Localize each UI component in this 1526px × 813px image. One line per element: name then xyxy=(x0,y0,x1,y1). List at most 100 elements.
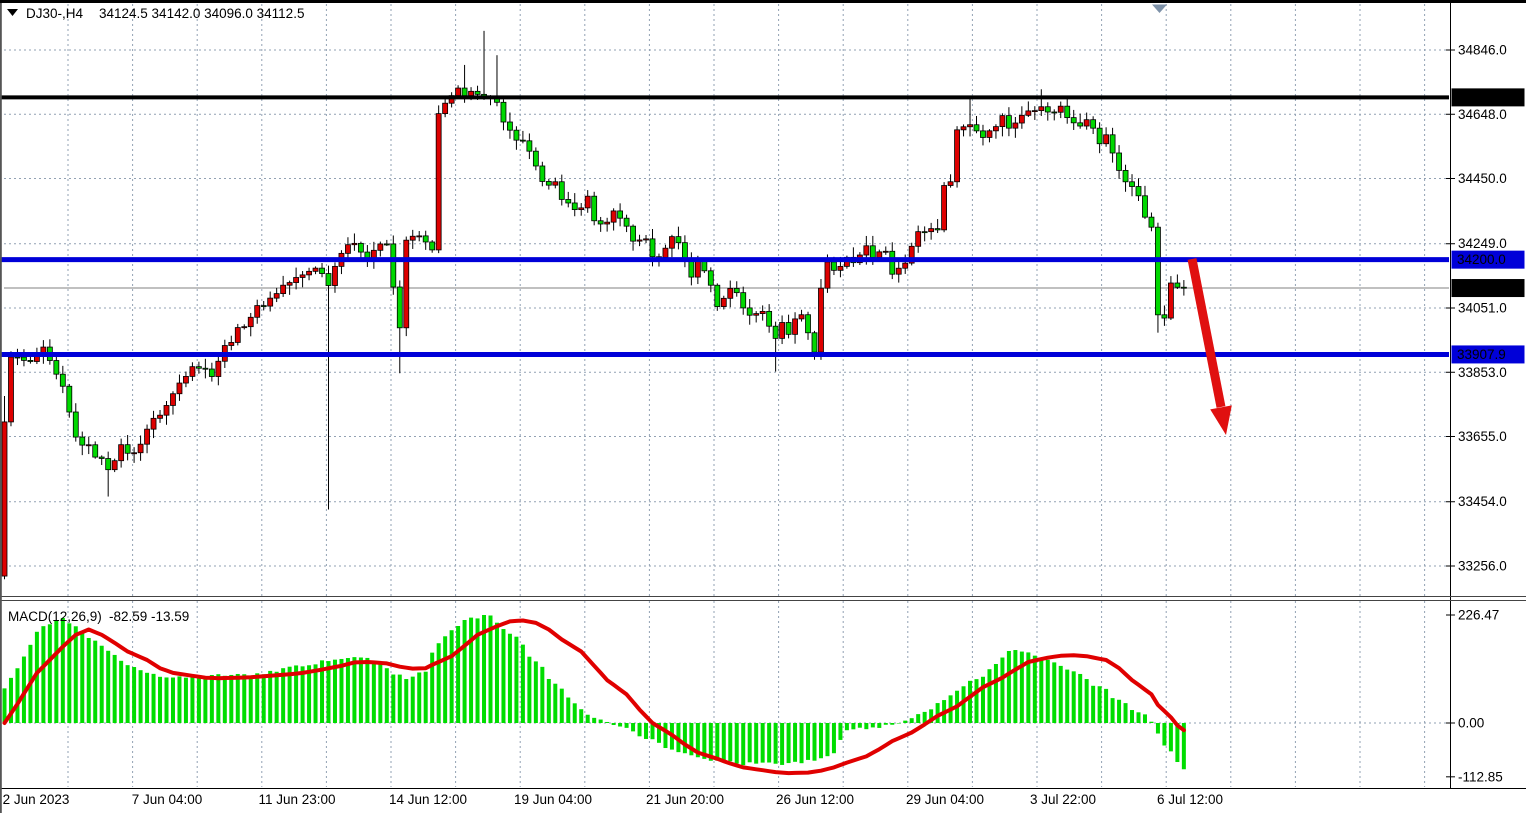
macd-histogram-bar xyxy=(183,677,188,723)
bear-candle-body xyxy=(520,139,526,142)
axes-layer[interactable]: 34846.0 34648.0 34450.0 34249.0 34051.0 33853… xyxy=(0,3,1526,807)
macd-histogram-bar xyxy=(812,723,817,761)
bull-candle-body xyxy=(293,277,300,283)
macd-histogram-bar xyxy=(462,619,467,723)
macd-histogram-bar xyxy=(585,714,590,723)
bear-candle-body xyxy=(772,325,779,339)
macd-histogram-bar xyxy=(391,674,396,723)
macd-histogram-bar xyxy=(1026,652,1031,723)
macd-histogram-bar xyxy=(1117,699,1122,723)
bull-candle-body xyxy=(435,113,442,251)
macd-histogram-bar xyxy=(307,665,312,723)
bear-candle-body xyxy=(921,231,928,234)
bull-candle-body xyxy=(228,342,235,346)
bull-candle-body xyxy=(286,282,293,286)
bull-candle-body xyxy=(403,239,410,329)
bull-candle-body xyxy=(1018,114,1025,124)
bull-candle-body xyxy=(377,243,384,251)
bear-candle-body xyxy=(66,385,73,413)
macd-histogram-bar xyxy=(41,626,46,723)
macd-histogram-bar xyxy=(618,723,623,727)
bear-candle-body xyxy=(675,236,682,244)
price-level-badge-label: 34700.0 xyxy=(1457,90,1506,105)
bear-candle-body xyxy=(500,101,507,123)
bear-candle-body xyxy=(79,436,86,446)
macd-layer xyxy=(2,614,1186,776)
macd-histogram-bar xyxy=(235,673,240,723)
price-level-badge-label: 33907.9 xyxy=(1457,347,1506,362)
bull-candle-body xyxy=(1103,134,1109,145)
bull-candle-body xyxy=(604,221,611,225)
bear-candle-body xyxy=(565,199,572,204)
bear-candle-body xyxy=(1064,105,1071,119)
bear-candle-body xyxy=(1135,186,1142,197)
macd-histogram-bar xyxy=(21,656,26,723)
bear-candle-body xyxy=(27,360,34,362)
macd-histogram-bar xyxy=(365,657,370,723)
macd-histogram-bar xyxy=(332,659,337,723)
macd-axis-label: -112.85 xyxy=(1458,769,1503,784)
bull-candle-body xyxy=(552,181,559,186)
macd-histogram-bar xyxy=(1091,685,1096,723)
macd-histogram-bar xyxy=(507,633,512,723)
macd-histogram-bar xyxy=(1155,723,1160,734)
bull-candle-body xyxy=(954,129,960,183)
macd-histogram-bar xyxy=(216,674,221,723)
price-axis-label: 33454.0 xyxy=(1458,494,1507,509)
horizontal-levels-layer[interactable] xyxy=(0,95,1449,357)
macd-histogram-bar xyxy=(54,620,59,723)
bear-candle-body xyxy=(1077,122,1084,127)
macd-histogram-bar xyxy=(410,676,415,723)
bull-candle-body xyxy=(798,314,805,320)
trend-arrow-layer[interactable] xyxy=(1187,258,1232,435)
macd-histogram-bar xyxy=(138,670,143,723)
bull-candle-body xyxy=(215,360,222,377)
macd-histogram-bar xyxy=(443,636,448,723)
macd-histogram-bar xyxy=(974,679,979,723)
bear-candle-body xyxy=(1090,119,1097,129)
bull-candle-body xyxy=(792,318,798,335)
bull-candle-body xyxy=(902,262,909,269)
bull-candle-body xyxy=(241,326,248,329)
macd-histogram-bar xyxy=(326,661,331,723)
macd-histogram-bar xyxy=(248,676,253,723)
macd-histogram-bar xyxy=(132,667,137,723)
macd-histogram-bar xyxy=(656,723,661,743)
macd-histogram-bar xyxy=(274,671,279,723)
macd-histogram-bar xyxy=(838,723,843,740)
macd-histogram-bar xyxy=(592,717,597,723)
price-axis-label: 33655.0 xyxy=(1458,429,1507,444)
bear-candle-body xyxy=(202,367,209,370)
bear-candle-body xyxy=(98,456,105,459)
macd-histogram-bar xyxy=(767,723,772,763)
chart-ohlc-values: 34124.5 34142.0 34096.0 34112.5 xyxy=(99,6,304,21)
bear-candle-body xyxy=(831,261,837,271)
bear-candle-body xyxy=(507,121,513,131)
bear-candle-body xyxy=(59,373,66,387)
macd-histogram-bar xyxy=(501,629,506,723)
bear-candle-body xyxy=(1051,111,1058,114)
bull-candle-body xyxy=(759,310,766,314)
bear-candle-body xyxy=(383,243,390,246)
price-level-badge xyxy=(1451,279,1525,298)
macd-histogram-bar xyxy=(818,723,823,759)
macd-histogram-bar xyxy=(229,674,234,723)
bull-candle-body xyxy=(1057,105,1064,113)
price-level-badge xyxy=(1451,250,1525,269)
time-axis-label: 21 Jun 20:00 xyxy=(646,792,724,807)
bull-candle-body xyxy=(993,126,999,132)
bull-candle-body xyxy=(584,195,591,209)
macd-histogram-bar xyxy=(1175,723,1180,763)
macd-histogram-bar xyxy=(145,672,150,723)
bear-candle-body xyxy=(1155,226,1161,316)
macd-histogram-bar xyxy=(715,723,720,761)
price-axis-label: 33853.0 xyxy=(1458,365,1507,380)
macd-histogram-bar xyxy=(734,723,739,764)
macd-histogram-bar xyxy=(559,688,564,723)
bear-candle-body xyxy=(714,284,721,307)
macd-histogram-bar xyxy=(663,723,668,749)
bear-candle-body xyxy=(766,310,773,327)
macd-histogram-bar xyxy=(728,723,733,762)
